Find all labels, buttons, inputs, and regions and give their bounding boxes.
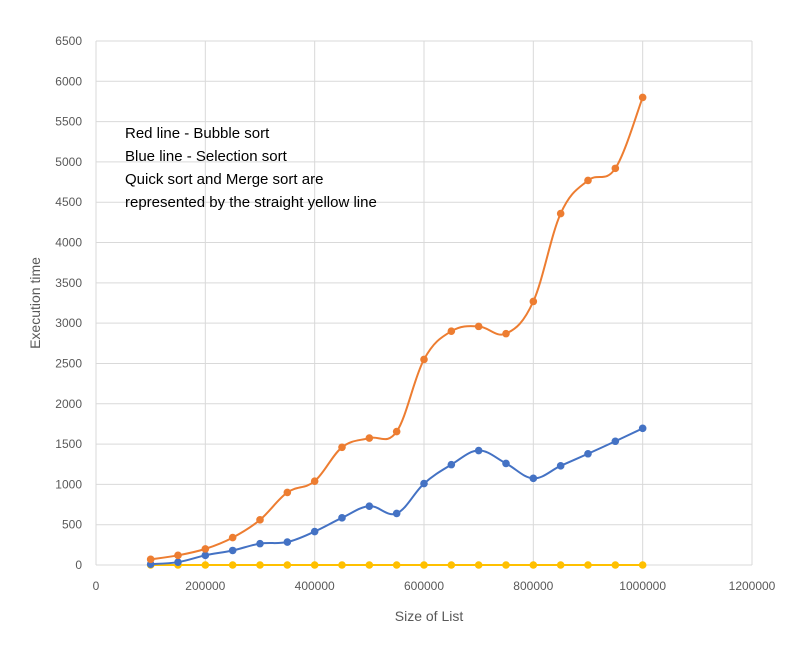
y-tick-label: 4000 [55, 236, 82, 250]
bubble-sort-point [529, 297, 538, 306]
y-tick-label: 2000 [55, 397, 82, 411]
bubble-sort-point [283, 488, 292, 497]
quick-merge-sort-point [338, 561, 346, 569]
quick-merge-sort-point [392, 561, 401, 569]
y-tick-label: 6000 [55, 74, 82, 88]
annotation-line-4: represented by the straight yellow line [125, 194, 377, 211]
annotation-line-2: Blue line - Selection sort [125, 148, 288, 165]
bubble-sort-point [256, 516, 264, 524]
selection-sort-point [201, 551, 210, 560]
x-tick-label: 200000 [185, 579, 225, 593]
y-tick-label: 1000 [55, 477, 82, 491]
bubble-sort-point [338, 443, 346, 452]
quick-merge-sort-point [256, 561, 264, 569]
bubble-sort-point [611, 164, 620, 173]
selection-sort-point [584, 449, 592, 458]
quick-merge-sort-series [146, 561, 647, 569]
bubble-sort-point [420, 355, 428, 364]
quick-merge-sort-point [447, 561, 456, 569]
quick-merge-sort-point [529, 561, 538, 569]
selection-sort-point [338, 514, 346, 522]
annotation-text-box: Red line - Bubble sort Blue line - Selec… [125, 125, 377, 211]
x-tick-label: 1200000 [729, 579, 776, 593]
selection-sort-point [283, 538, 292, 546]
quick-merge-sort-point [420, 561, 428, 569]
gridlines [95, 40, 753, 566]
x-tick-label: 800000 [513, 579, 553, 593]
selection-sort-point [529, 474, 538, 483]
x-axis-title: Size of List [395, 608, 464, 624]
tick-labels: 0 500 1000 1500 2000 2500 3000 3500 4000 4500 5000… [55, 34, 775, 593]
y-tick-label: 5500 [55, 115, 82, 129]
y-tick-label: 6500 [55, 34, 82, 48]
y-tick-label: 3500 [55, 276, 82, 290]
data-series [146, 93, 647, 569]
y-tick-label: 1500 [55, 437, 82, 451]
y-tick-label: 3000 [55, 316, 82, 330]
bubble-sort-point [228, 533, 237, 542]
quick-merge-sort-point [310, 561, 319, 569]
quick-merge-sort-point [638, 561, 647, 569]
x-tick-label: 1000000 [619, 579, 666, 593]
y-tick-label: 500 [62, 518, 82, 532]
selection-sort-point [174, 558, 182, 566]
quick-merge-sort-point [283, 561, 292, 569]
quick-merge-sort-point [201, 561, 210, 569]
bubble-sort-point [174, 551, 182, 560]
bubble-sort-point [310, 477, 319, 485]
quick-merge-sort-point [502, 561, 510, 569]
selection-sort-point [365, 502, 374, 510]
bubble-sort-point [584, 176, 592, 185]
y-tick-label: 0 [75, 558, 82, 572]
selection-sort-series [146, 424, 647, 568]
x-tick-label: 400000 [295, 579, 335, 593]
selection-sort-point [310, 527, 319, 536]
selection-sort-point [611, 437, 620, 446]
bubble-sort-point [502, 329, 510, 338]
quick-merge-sort-point [611, 561, 620, 569]
bubble-sort-point [392, 427, 401, 436]
x-tick-label: 600000 [404, 579, 444, 593]
x-tick-label: 0 [93, 579, 100, 593]
quick-merge-sort-point [228, 561, 237, 569]
selection-sort-point [392, 509, 401, 518]
y-axis-title: Execution time [27, 257, 43, 349]
bubble-sort-point [474, 322, 483, 331]
selection-sort-point [556, 462, 565, 470]
bubble-sort-point [201, 545, 210, 553]
quick-merge-sort-point [584, 561, 592, 569]
selection-sort-point [420, 479, 428, 488]
selection-sort-point [474, 446, 483, 455]
annotation-line-1: Red line - Bubble sort [125, 125, 270, 142]
y-tick-label: 2500 [55, 356, 82, 370]
selection-sort-point [228, 546, 237, 555]
selection-sort-point [502, 459, 510, 468]
quick-merge-sort-point [365, 561, 374, 569]
selection-sort-line [149, 427, 644, 566]
quick-merge-sort-point [474, 561, 483, 569]
bubble-sort-line [149, 96, 644, 561]
annotation-line-3: Quick sort and Merge sort are [125, 171, 323, 188]
y-tick-label: 5000 [55, 155, 82, 169]
y-tick-label: 4500 [55, 195, 82, 209]
bubble-sort-point [638, 93, 647, 102]
selection-sort-point [638, 424, 647, 433]
selection-sort-point [256, 539, 264, 548]
bubble-sort-series [146, 93, 647, 564]
bubble-sort-point [556, 209, 565, 218]
bubble-sort-point [365, 434, 374, 442]
bubble-sort-point [146, 555, 155, 564]
quick-merge-sort-point [556, 561, 565, 569]
selection-sort-point [447, 460, 456, 469]
bubble-sort-point [447, 327, 456, 336]
